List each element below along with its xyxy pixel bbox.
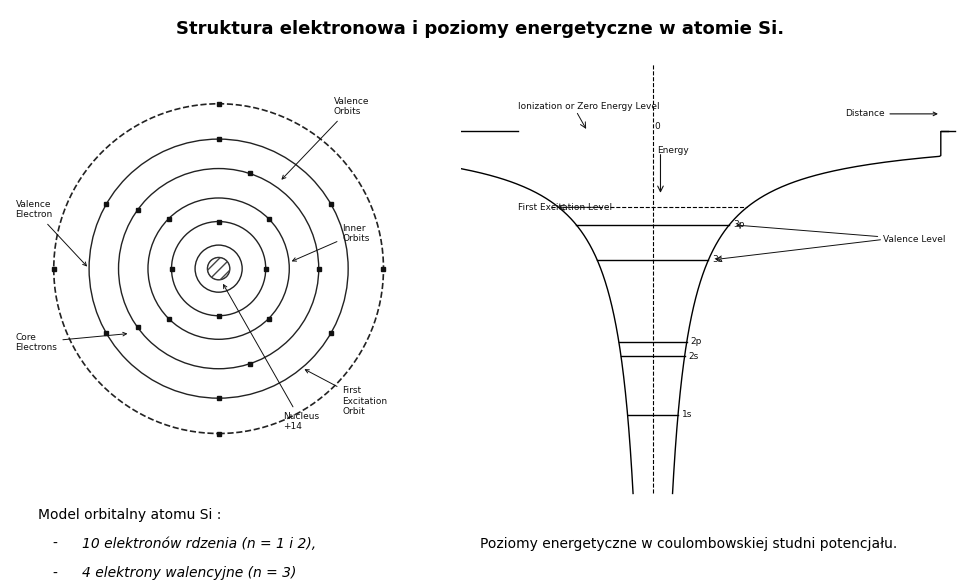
Text: -: - [53,537,58,551]
Text: Struktura elektronowa i poziomy energetyczne w atomie Si.: Struktura elektronowa i poziomy energety… [176,20,784,39]
Text: 4 elektrony walencyjne (n = 3): 4 elektrony walencyjne (n = 3) [82,566,296,580]
Text: Core
Electrons: Core Electrons [15,332,127,352]
Text: 0: 0 [655,123,660,131]
Text: Valence Level: Valence Level [737,224,946,244]
Text: First
Excitation
Orbit: First Excitation Orbit [305,370,388,416]
Text: 3s: 3s [712,255,723,265]
Text: -: - [53,566,58,580]
Text: Valence
Orbits: Valence Orbits [282,97,369,179]
Text: Ionization or Zero Energy Level: Ionization or Zero Energy Level [518,102,660,111]
Text: Valence
Electron: Valence Electron [15,200,86,266]
Text: 1s: 1s [682,410,692,419]
Text: Nucleus
+14: Nucleus +14 [224,284,320,432]
Text: Energy: Energy [657,146,688,155]
Text: First Excitation Level: First Excitation Level [518,203,612,212]
Text: Model orbitalny atomu Si :: Model orbitalny atomu Si : [38,508,222,522]
Text: Distance: Distance [845,109,937,119]
Text: Poziomy energetyczne w coulombowskiej studni potencjału.: Poziomy energetyczne w coulombowskiej st… [480,537,898,551]
Circle shape [207,258,229,280]
Text: 3p: 3p [733,220,745,230]
Text: 2p: 2p [690,337,702,346]
Text: 2s: 2s [688,352,699,361]
Text: Inner
Orbits: Inner Orbits [293,224,370,261]
Text: 10 elektronów rdzenia (n = 1 i 2),: 10 elektronów rdzenia (n = 1 i 2), [82,537,316,551]
